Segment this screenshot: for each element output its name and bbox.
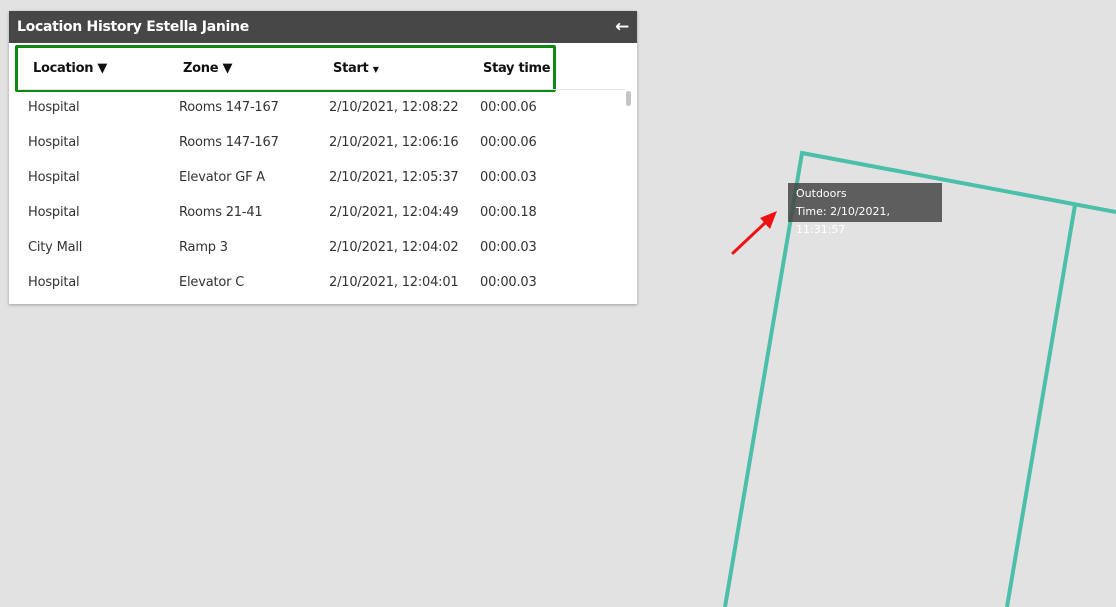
table-cell: Rooms 147-167 [179,100,279,115]
table-row[interactable]: Hospital Elevator GF A 2/10/2021, 12:05:37… [9,170,619,205]
location-history-panel: Location History Estella Janine ← Locati… [9,11,637,304]
table-cell: Rooms 147-167 [179,135,279,150]
table-cell: 2/10/2021, 12:08:22 [329,100,459,115]
table-cell: 00:00.03 [480,240,537,255]
table-cell: 2/10/2021, 12:04:02 [329,240,459,255]
column-label: Zone [183,61,219,76]
table-cell: 2/10/2021, 12:05:37 [329,170,459,185]
arrow-left-icon[interactable]: ← [615,17,629,37]
table-row[interactable]: Hospital Rooms 21-41 2/10/2021, 12:04:49 00… [9,205,619,240]
column-header-stay-time[interactable]: Stay time [483,61,551,76]
table-cell: 00:00.06 [480,135,537,150]
column-label: Stay time [483,61,551,76]
table-cell: Hospital [28,205,80,220]
table-row[interactable]: Hospital Rooms 147-167 2/10/2021, 12:06:16… [9,135,619,170]
tooltip-title: Outdoors [796,187,847,200]
divider [18,89,625,90]
table-cell: 2/10/2021, 12:04:01 [329,275,459,290]
table-cell: Hospital [28,100,80,115]
filter-icon[interactable]: ▼ [222,61,233,76]
column-label: Location [33,61,94,76]
column-header-location[interactable]: Location ▼ [33,61,107,76]
table-cell: Ramp 3 [179,240,228,255]
caret-down-icon: ▼ [372,65,379,74]
table-cell: 00:00.18 [480,205,537,220]
table-row[interactable]: City Mall Ramp 3 2/10/2021, 12:04:02 00:00.… [9,240,619,275]
header-highlight-box [15,45,556,92]
table-row[interactable]: Hospital Rooms 147-167 2/10/2021, 12:08:22… [9,100,619,135]
table-cell: 00:00.03 [480,275,537,290]
table-cell: Elevator GF A [179,170,265,185]
table-cell: Elevator C [179,275,245,290]
tooltip-time: Time: 2/10/2021, 11:31:57 [796,205,891,236]
scrollbar[interactable] [626,91,631,106]
table-cell: 00:00.03 [480,170,537,185]
table-row[interactable]: Hospital Elevator C 2/10/2021, 12:04:01 00:… [9,275,619,310]
table-cell: Hospital [28,135,80,150]
table-cell: Hospital [28,170,80,185]
table-cell: Hospital [28,275,80,290]
zone-outline[interactable] [723,150,1116,607]
zone-outline[interactable] [1005,204,1077,607]
table-cell: Rooms 21-41 [179,205,263,220]
column-header-zone[interactable]: Zone ▼ [183,61,232,76]
panel-header: Location History Estella Janine ← [9,11,637,43]
table-cell: 2/10/2021, 12:06:16 [329,135,459,150]
table-cell: 00:00.06 [480,100,537,115]
column-label: Start [333,61,369,76]
map-tooltip: Outdoors Time: 2/10/2021, 11:31:57 [788,183,942,236]
column-header-start[interactable]: Start ▼ [333,61,379,76]
panel-title: Location History Estella Janine [17,19,249,35]
red-arrow-annotation [731,211,777,255]
filter-icon[interactable]: ▼ [97,61,108,76]
table-cell: City Mall [28,240,83,255]
table-cell: 2/10/2021, 12:04:49 [329,205,459,220]
